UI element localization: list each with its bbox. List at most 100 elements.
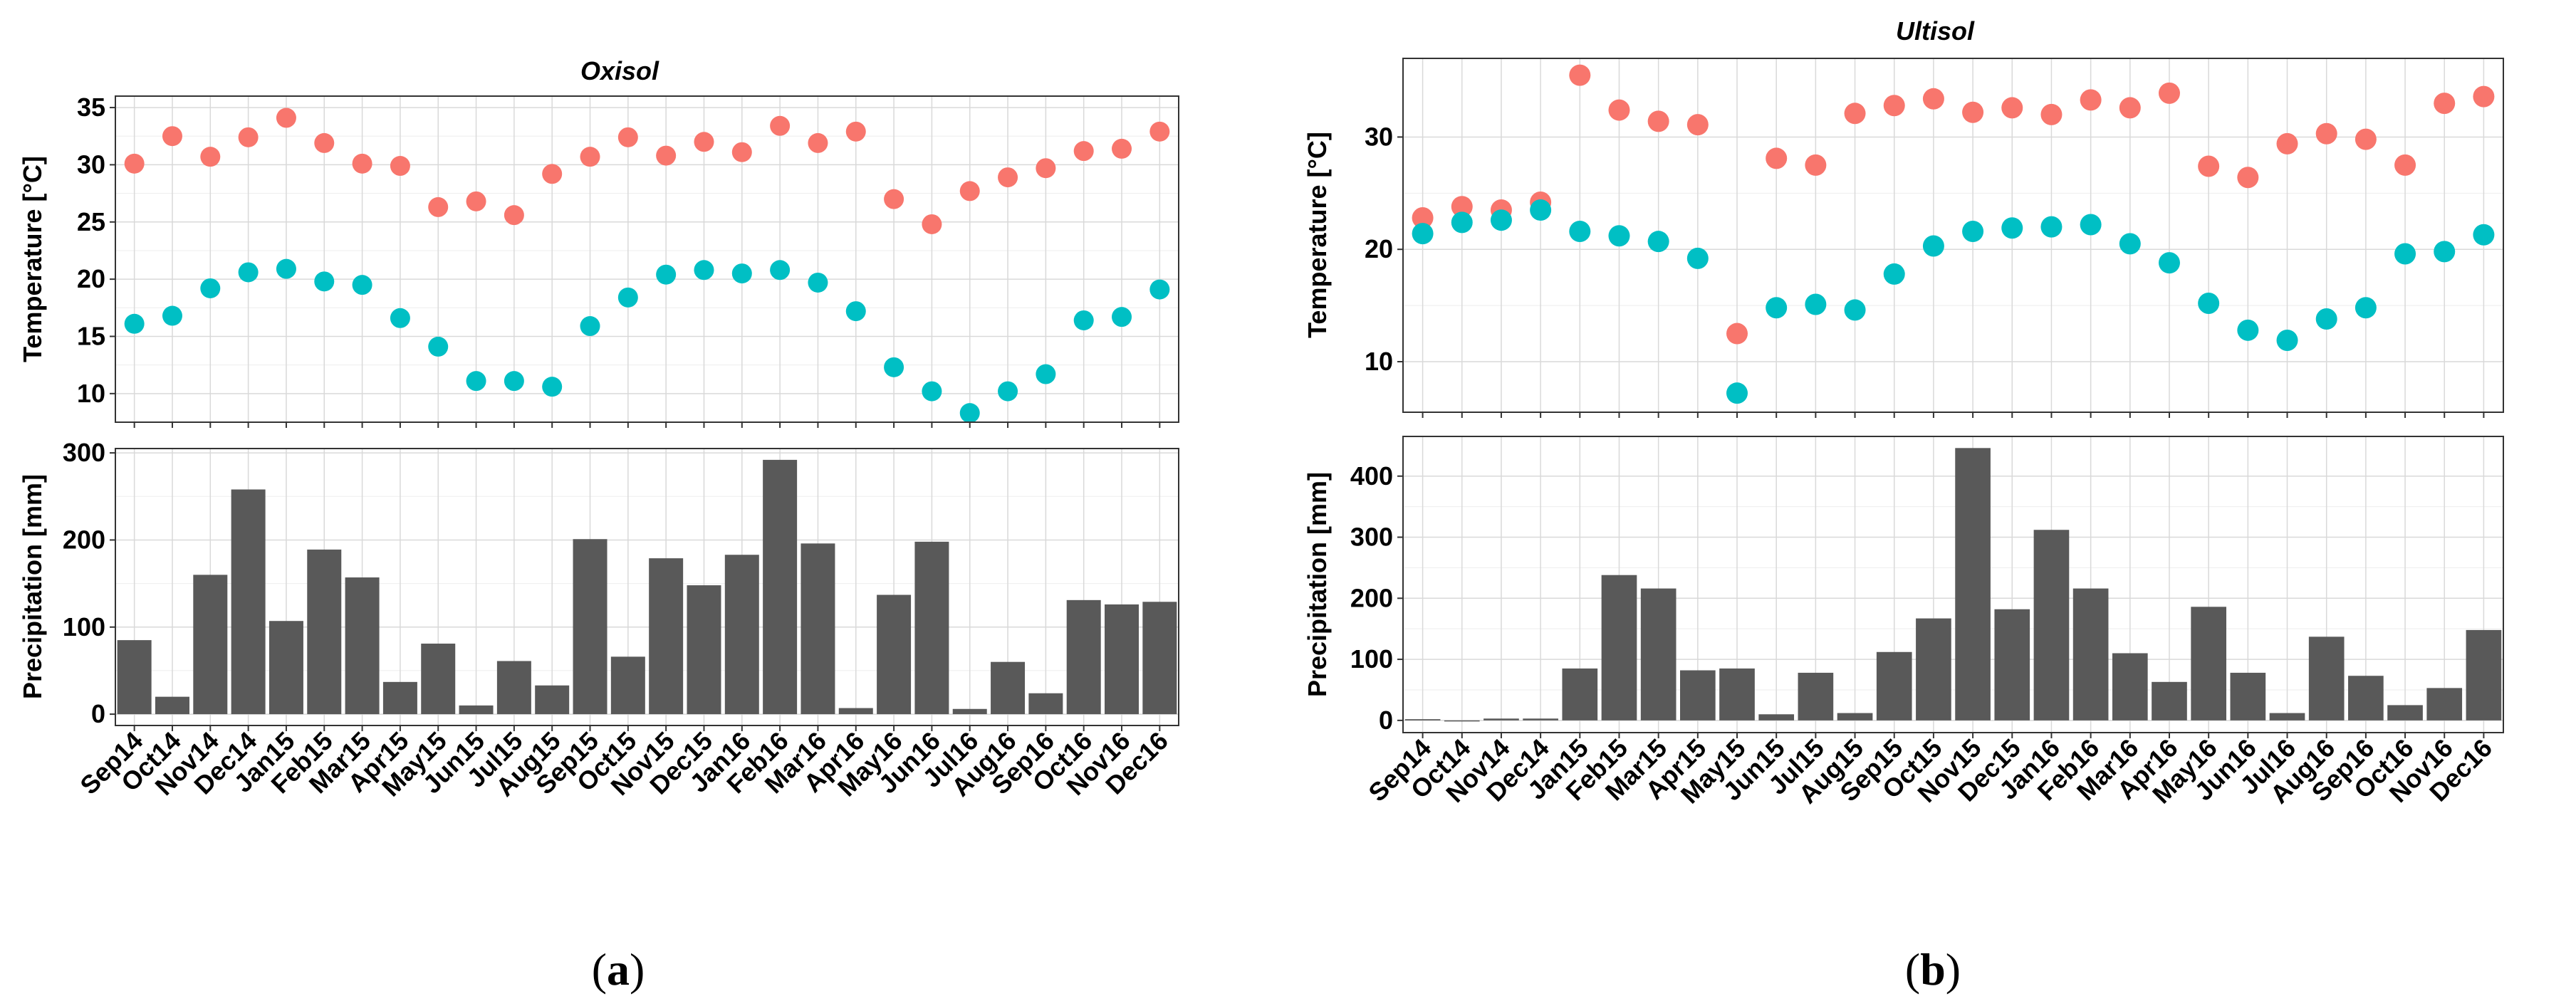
data-point (731, 263, 752, 284)
data-point (352, 275, 372, 295)
bar (1562, 668, 1598, 721)
bar (2033, 530, 2070, 721)
panel-b-precipitation-frame (1402, 436, 2504, 733)
bar (1798, 672, 1834, 721)
bar (1719, 668, 1755, 721)
data-point (466, 191, 486, 211)
bar (610, 656, 645, 715)
temperature-ytick-label: 35 (77, 93, 105, 122)
data-point (1883, 95, 1905, 117)
data-point (2315, 308, 2337, 330)
temperature-ytick-label: 25 (77, 207, 105, 236)
data-point (2394, 243, 2416, 265)
data-point (1569, 220, 1591, 242)
bar (1916, 618, 1951, 721)
bar (2348, 676, 2384, 721)
data-point (845, 121, 866, 142)
panel-a-precipitation-frame (115, 448, 1179, 726)
data-point (617, 287, 638, 308)
bar (991, 661, 1026, 715)
bar (1994, 609, 2030, 721)
data-point (694, 132, 714, 152)
precipitation-ytick-label: 300 (63, 438, 105, 467)
data-point (731, 142, 752, 162)
panel-b-temperature-grid (1403, 58, 2503, 412)
bar (307, 549, 342, 715)
precipitation-ytick-label: 200 (1350, 583, 1393, 612)
panel-a-precipitation-ylabel: Precipitation [mm] (18, 474, 47, 699)
data-point (2276, 330, 2298, 352)
data-point (2040, 216, 2063, 238)
data-point (276, 108, 296, 128)
data-point (1922, 88, 1944, 110)
data-point (808, 272, 828, 293)
data-point (998, 167, 1018, 188)
panel-a-temperature-grid (115, 96, 1179, 422)
data-point (1844, 299, 1866, 321)
plot-background (115, 96, 1179, 422)
data-point (1608, 225, 1630, 247)
data-point (124, 153, 145, 174)
data-point (2434, 241, 2456, 263)
series-min-temperature (124, 258, 1170, 424)
data-point (1608, 99, 1630, 121)
panel-b: Ultisol 10 20 30 Temperature [°C] 0 100 200 3… (1303, 16, 2504, 809)
data-point (2315, 122, 2337, 145)
data-point (694, 260, 714, 281)
data-point (2198, 155, 2220, 177)
data-point (922, 381, 942, 402)
panel-b-temperature-yticks: 10 20 30 (1365, 122, 2485, 418)
data-point (2394, 154, 2416, 176)
data-point (2119, 233, 2141, 255)
series-max-temperature (124, 108, 1170, 234)
bar (382, 681, 417, 715)
panel-a-temperature-points (124, 108, 1170, 424)
data-point (1805, 154, 1827, 176)
data-point (1962, 101, 1984, 123)
data-point (959, 403, 980, 424)
data-point (1766, 297, 1788, 319)
data-point (2473, 85, 2495, 108)
bar (1680, 670, 1716, 721)
panel-b-title: Ultisol (1896, 16, 1975, 46)
data-point (390, 156, 410, 177)
data-point (1036, 364, 1056, 384)
precipitation-ytick-label: 0 (1379, 706, 1393, 735)
data-point (1112, 138, 1132, 159)
bar (687, 585, 721, 715)
data-point (617, 127, 638, 147)
data-point (162, 305, 182, 326)
bar (2191, 607, 2226, 721)
bar (421, 644, 456, 715)
bar (268, 621, 303, 715)
data-point (314, 271, 335, 292)
data-point (1726, 382, 1748, 404)
data-point (1451, 211, 1473, 234)
data-point (504, 371, 524, 392)
temperature-ytick-label: 20 (77, 264, 105, 293)
bar (952, 708, 987, 715)
data-point (1451, 196, 1473, 218)
data-point (656, 264, 677, 285)
bar (1444, 720, 1480, 722)
data-point (1149, 121, 1170, 142)
data-point (1412, 223, 1434, 245)
panel-b-precipitation-yticks: 0 100 200 300 400 (1350, 461, 2485, 738)
data-point (998, 381, 1018, 402)
data-point (2119, 97, 2141, 119)
data-point (390, 308, 410, 328)
bar (1142, 602, 1177, 715)
data-point (1766, 147, 1788, 169)
data-point (200, 147, 221, 167)
data-point (2237, 319, 2259, 341)
data-point (580, 316, 600, 337)
data-point (884, 189, 904, 209)
data-point (1647, 110, 1669, 132)
data-point (770, 115, 791, 136)
bar (2269, 713, 2305, 721)
data-point (2276, 132, 2298, 154)
data-point (1686, 114, 1709, 136)
data-point (238, 262, 259, 283)
bar (2308, 636, 2345, 721)
series-min-temperature (1412, 199, 2495, 404)
